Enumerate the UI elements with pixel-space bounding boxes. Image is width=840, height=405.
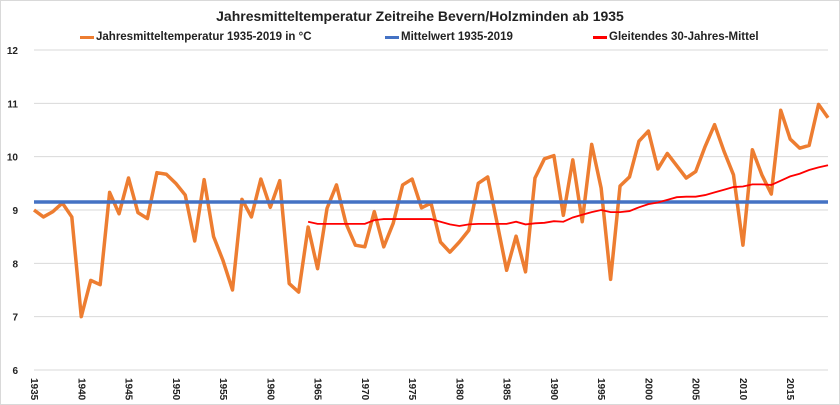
x-tick-label: 1980	[453, 378, 464, 401]
x-tick-label: 1950	[170, 378, 181, 401]
x-tick-label: 1975	[406, 378, 417, 401]
x-tick-label: 1955	[217, 378, 228, 401]
legend-swatch-blue	[385, 35, 399, 39]
x-tick-label: 1985	[501, 378, 512, 401]
legend-item-mean: Mittelwert 1935-2019	[385, 31, 513, 43]
x-tick-label: 2005	[690, 378, 701, 401]
x-tick-label: 1960	[264, 378, 275, 401]
legend-item-annual: Jahresmitteltemperatur 1935-2019 in °C	[80, 31, 312, 43]
legend-item-moving-average: Gleitendes 30-Jahres-Mittel	[593, 31, 759, 43]
x-tick-label: 1935	[28, 378, 39, 401]
y-tick-label: 11	[7, 99, 18, 110]
y-tick-label: 7	[12, 313, 18, 324]
x-tick-label: 1940	[75, 378, 86, 401]
legend: Jahresmitteltemperatur 1935-2019 in °C M…	[0, 31, 840, 47]
legend-label: Mittelwert 1935-2019	[401, 31, 513, 43]
x-tick-label: 2015	[784, 378, 795, 401]
y-tick-label: 9	[12, 206, 18, 217]
x-tick-label: 1945	[123, 378, 134, 401]
y-tick-label: 8	[12, 259, 18, 270]
y-tick-label: 6	[12, 366, 18, 377]
legend-label: Gleitendes 30-Jahres-Mittel	[609, 31, 759, 43]
legend-swatch-red	[593, 35, 607, 39]
x-tick-label: 1990	[548, 378, 559, 401]
y-tick-label: 12	[7, 46, 19, 57]
x-tick-label: 2000	[642, 378, 653, 401]
legend-swatch-orange	[80, 35, 94, 39]
y-tick-label: 10	[7, 153, 19, 164]
chart-title: Jahresmitteltemperatur Zeitreihe Bevern/…	[216, 8, 624, 24]
legend-label: Jahresmitteltemperatur 1935-2019 in °C	[96, 31, 312, 43]
x-tick-label: 1965	[312, 378, 323, 401]
x-tick-label: 1970	[359, 378, 370, 401]
x-tick-label: 2010	[737, 378, 748, 401]
x-tick-label: 1995	[595, 378, 606, 401]
series-line-moving-average	[307, 164, 829, 227]
series-line-annual	[32, 102, 830, 319]
